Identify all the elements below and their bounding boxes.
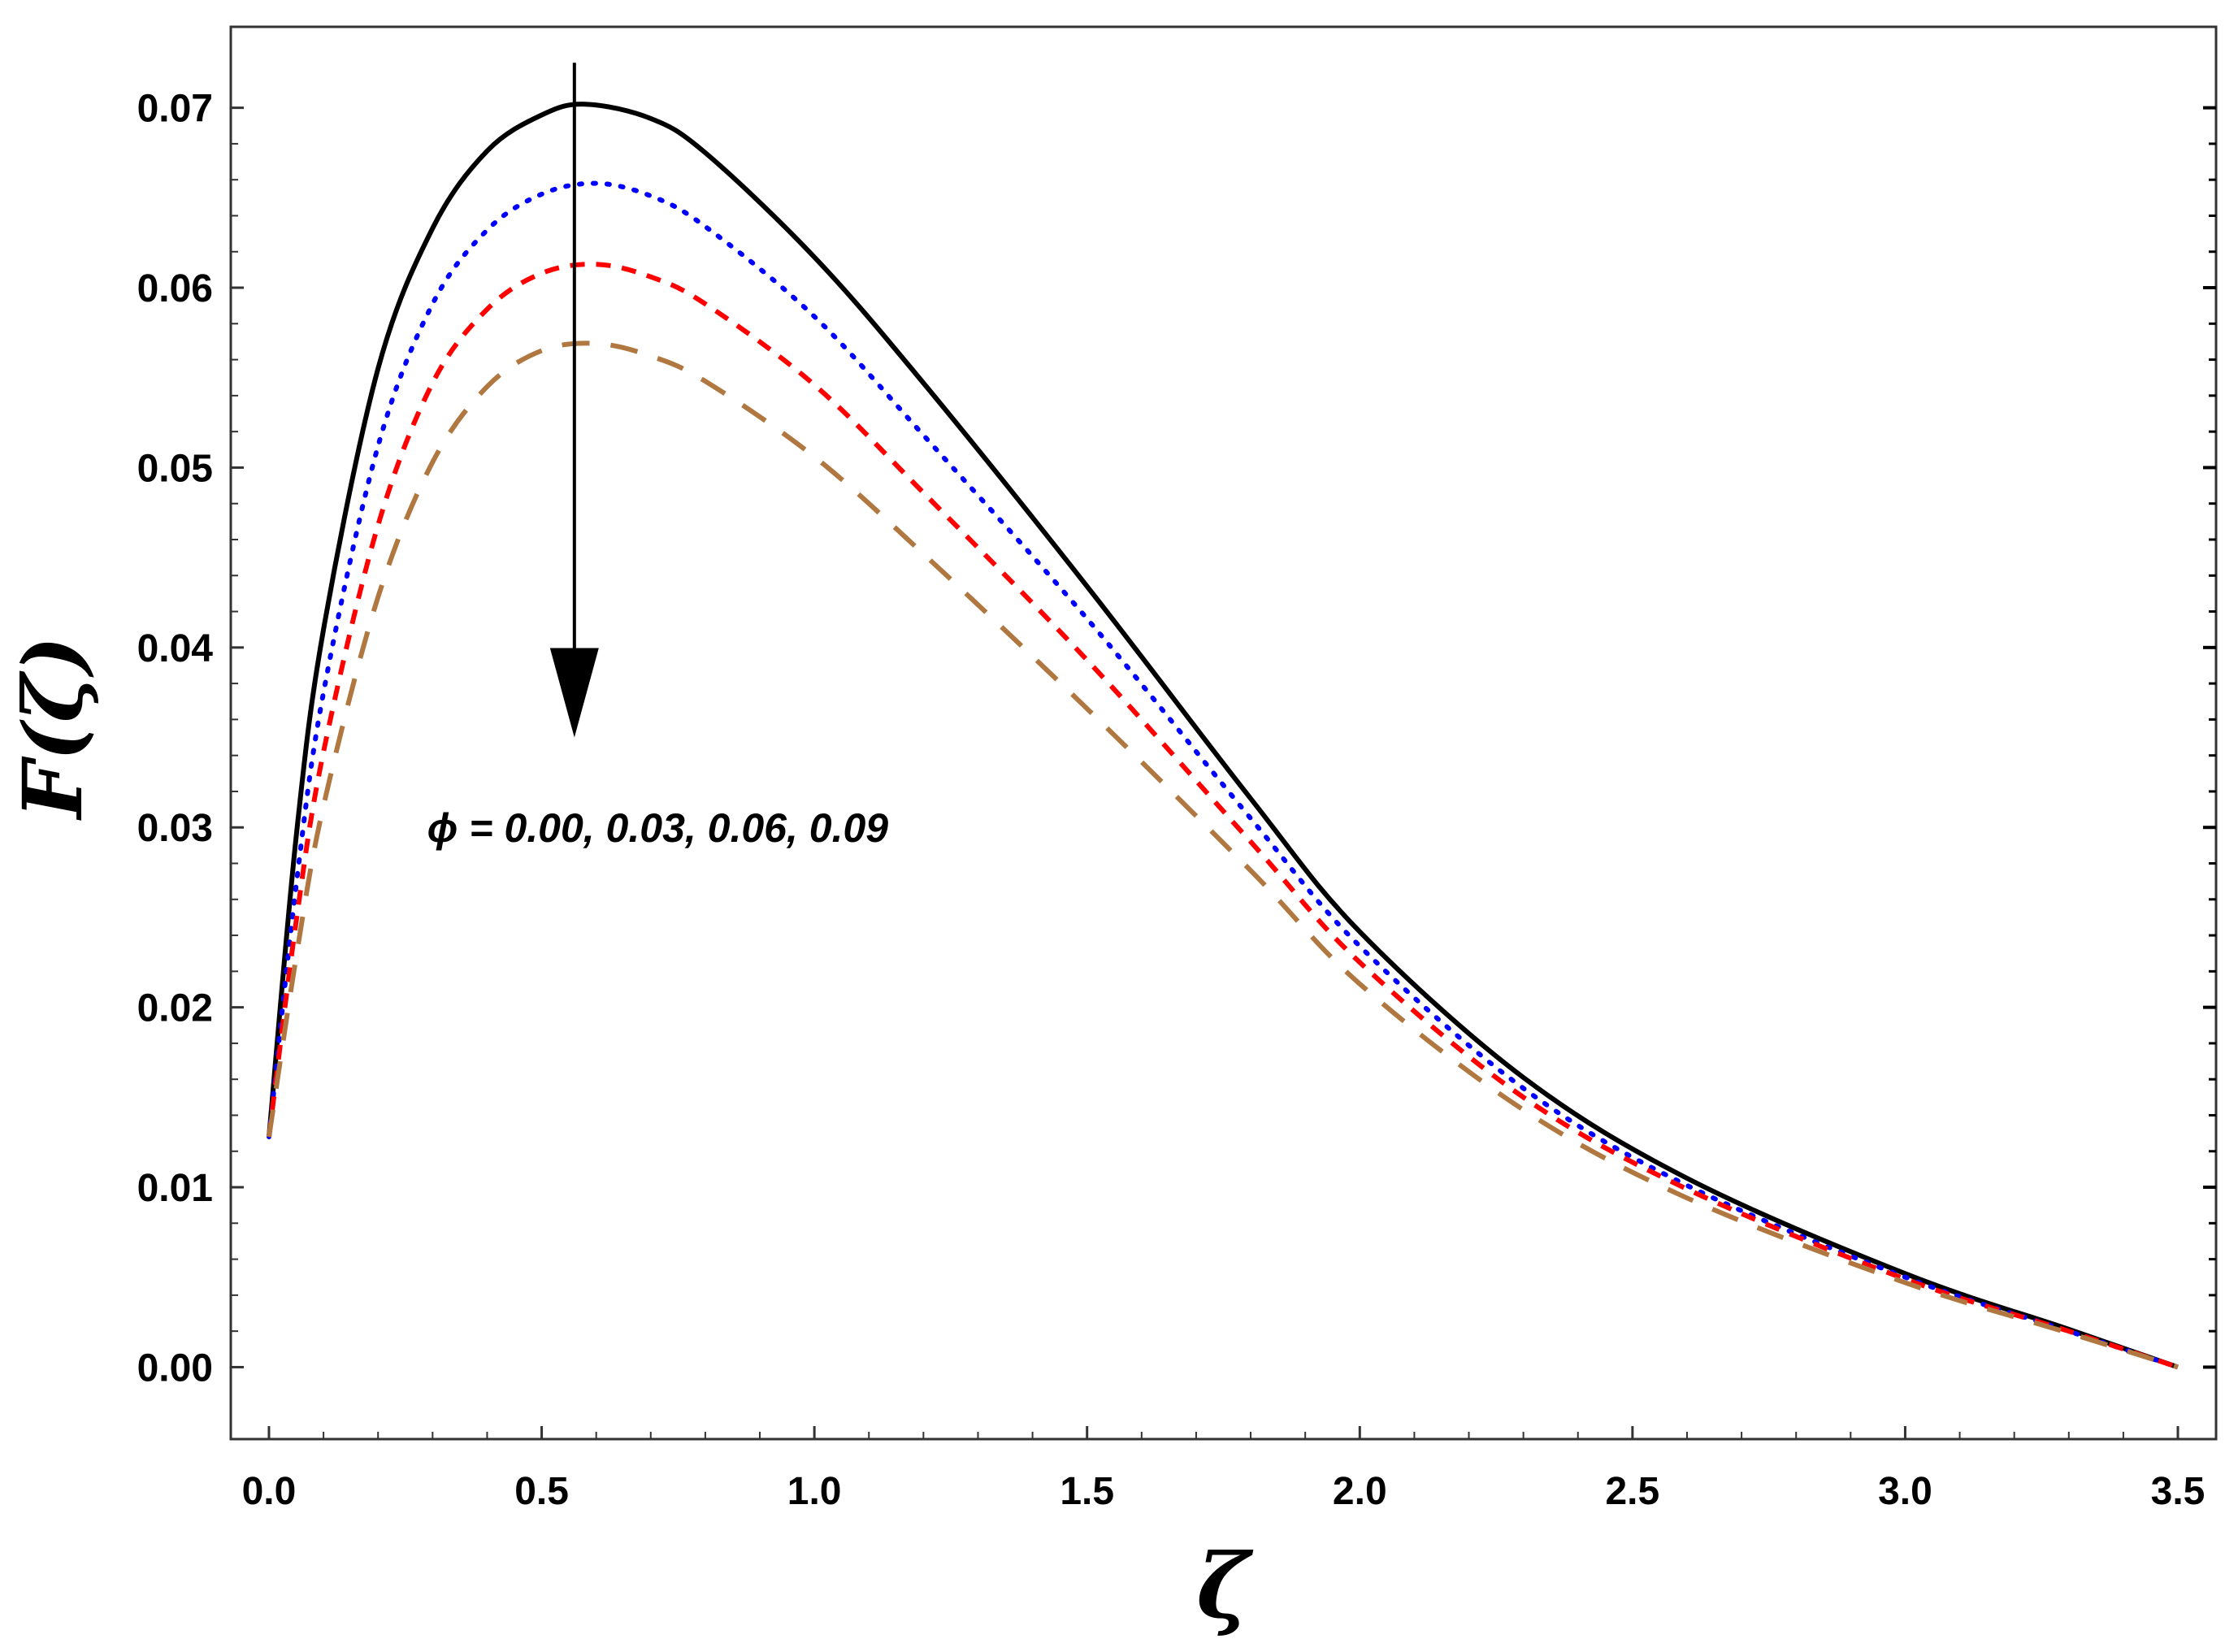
y-tick-label: 0.04	[137, 627, 214, 670]
series-group	[267, 102, 2180, 1370]
x-tick-label: 3.5	[2151, 1470, 2205, 1513]
x-axis-title: ζ	[1196, 1533, 1253, 1638]
x-tick-label: 1.5	[1060, 1470, 1114, 1513]
x-tick-label: 1.0	[787, 1470, 842, 1513]
y-tick-label: 0.05	[137, 447, 213, 490]
x-tick-label: 0.5	[514, 1470, 569, 1513]
x-tick-label: 2.5	[1605, 1470, 1659, 1513]
series-line-dotted	[267, 180, 2180, 1370]
y-tick-label: 0.06	[137, 267, 213, 310]
series-line-long-dashed	[267, 340, 2179, 1370]
y-tick-label: 0.00	[137, 1346, 213, 1390]
annotation-text: ϕ = 0.00, 0.03, 0.06, 0.09	[427, 805, 889, 851]
series-line-solid	[267, 102, 2179, 1370]
y-tick-label: 0.07	[137, 88, 213, 131]
y-axis-title: F(ζ)	[5, 636, 101, 822]
annotation-group: ϕ = 0.00, 0.03, 0.06, 0.09	[427, 63, 889, 851]
series-line-dashed	[267, 262, 2179, 1370]
x-tick-label: 3.0	[1878, 1470, 1932, 1513]
plot-frame	[229, 25, 2218, 1441]
x-tick-label: 0.0	[242, 1470, 297, 1513]
y-tick-label: 0.03	[137, 807, 213, 850]
ticks: 0.0 0.5 1.0 1.5 2.0 2.5 3.0 3.5 0.00 0.01 0.02 0.03…	[137, 88, 2216, 1513]
y-tick-label: 0.02	[137, 987, 213, 1030]
annotation-arrow-head	[549, 648, 599, 738]
y-tick-label: 0.01	[137, 1167, 213, 1210]
x-tick-label: 2.0	[1333, 1470, 1387, 1513]
